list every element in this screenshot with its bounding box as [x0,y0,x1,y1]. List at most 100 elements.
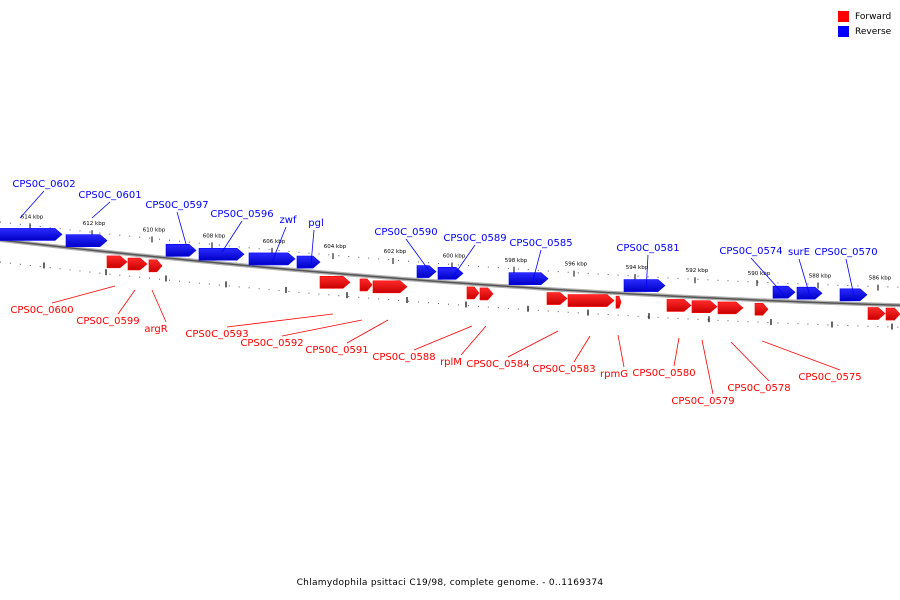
tick-label: 592 kbp [686,268,709,274]
reverse-gene-leader [19,190,45,219]
forward-gene-leader [117,289,136,315]
forward-gene-label: argR [144,324,167,335]
reverse-gene-leader [91,201,111,219]
forward-gene-arrow [319,276,351,289]
tick-label: 594 kbp [626,265,649,271]
legend-reverse-label: Reverse [855,26,892,37]
forward-gene-leader [460,325,487,356]
forward-gene-arrow [127,257,148,271]
forward-swatch [838,11,849,22]
tick-label: 612 kbp [83,221,106,227]
reverse-gene-arrow [65,234,108,247]
reverse-gene-leader [221,220,243,253]
reverse-gene-label: CPS0C_0581 [616,243,679,254]
forward-gene-arrow [615,295,622,309]
reverse-gene-label: CPS0C_0601 [78,190,141,201]
forward-gene-leader [281,319,363,337]
forward-gene-arrow [479,287,494,301]
forward-gene-arrow [466,286,480,300]
reverse-gene-label: pgl [308,218,323,229]
forward-gene-label: CPS0C_0600 [10,305,73,316]
forward-gene-label: rpmG [600,369,628,380]
forward-gene-label: CPS0C_0579 [671,396,734,407]
reverse-gene-label: CPS0C_0590 [374,227,437,238]
forward-gene-leader [573,335,591,363]
reverse-gene-leader [176,211,187,245]
reverse-gene-label: CPS0C_0596 [210,209,273,220]
tick-label: 586 kbp [869,276,892,282]
forward-gene-label: rplM [440,357,462,368]
tick-label: 614 kbp [21,214,44,220]
tick-label: 602 kbp [384,249,407,255]
forward-gene-leader [151,289,167,323]
forward-gene-leader [617,334,625,368]
forward-gene-label: CPS0C_0575 [798,372,861,383]
forward-gene-arrow [106,255,128,269]
forward-gene-arrow [546,292,568,305]
reverse-gene-leader [310,229,315,265]
lower-dotted-track [0,261,900,328]
tick-label: 606 kbp [263,239,286,245]
legend-forward-label: Forward [855,11,892,22]
backbone-line [0,239,900,306]
forward-gene-leader [730,341,770,382]
reverse-gene-arrow [623,279,666,292]
forward-gene-label: CPS0C_0578 [727,383,790,394]
tick-label: 598 kbp [505,258,528,264]
forward-gene-leader [413,325,473,351]
reverse-gene-label: CPS0C_0570 [814,247,877,258]
reverse-gene-leader [451,244,476,279]
forward-gene-leader [51,285,116,304]
forward-gene-arrow [691,300,718,313]
reverse-gene-arrow [416,265,437,278]
reverse-gene-label: CPS0C_0585 [509,238,572,249]
map-caption: Chlamydophila psittaci C19/98, complete … [296,578,604,588]
reverse-gene-arrow [508,272,549,286]
forward-gene-arrow [754,302,769,316]
forward-gene-arrow [148,259,163,273]
reverse-gene-leader [531,249,542,285]
upper-dotted-track [0,221,900,288]
reverse-gene-arrow [772,285,796,299]
forward-gene-label: CPS0C_0583 [532,364,595,375]
tick-label: 610 kbp [143,227,166,233]
tick-label: 604 kbp [324,244,347,250]
tick-label: 608 kbp [203,233,226,239]
reverse-gene-leader [645,254,649,293]
legend-reverse: Reverse [838,24,891,39]
reverse-gene-label: CPS0C_0602 [12,179,75,190]
forward-gene-leader [701,339,714,395]
reverse-gene-arrow [248,252,296,266]
reverse-gene-label: zwf [280,215,297,226]
reverse-gene-label: surE [788,247,810,258]
forward-gene-label: CPS0C_0580 [632,368,695,379]
reverse-gene-leader [750,257,786,297]
tick-label: 600 kbp [443,253,466,259]
legend: Forward Reverse [838,9,891,39]
forward-gene-arrow [885,307,900,321]
forward-gene-label: CPS0C_0584 [466,359,529,370]
legend-forward: Forward [838,9,891,24]
reverse-gene-arrow [198,247,245,261]
forward-gene-label: CPS0C_0591 [305,345,368,356]
forward-gene-leader [346,319,389,344]
forward-gene-arrow [359,278,373,292]
reverse-gene-arrow [296,255,321,269]
reverse-gene-label: CPS0C_0589 [443,233,506,244]
reverse-gene-label: CPS0C_0597 [145,200,208,211]
reverse-gene-leader [845,258,855,297]
reverse-gene-leader [798,258,811,297]
forward-gene-arrow [867,307,886,320]
forward-gene-arrow [666,299,692,312]
forward-gene-label: CPS0C_0599 [76,316,139,327]
forward-gene-label: CPS0C_0592 [240,338,303,349]
forward-gene-leader [507,330,559,358]
reverse-gene-leader [271,226,287,263]
forward-gene-leader [673,337,680,367]
tick-label: 590 kbp [748,271,771,277]
tick-label: 588 kbp [809,274,832,280]
forward-gene-label: CPS0C_0588 [372,352,435,363]
reverse-gene-label: CPS0C_0574 [719,246,782,257]
reverse-swatch [838,26,849,37]
